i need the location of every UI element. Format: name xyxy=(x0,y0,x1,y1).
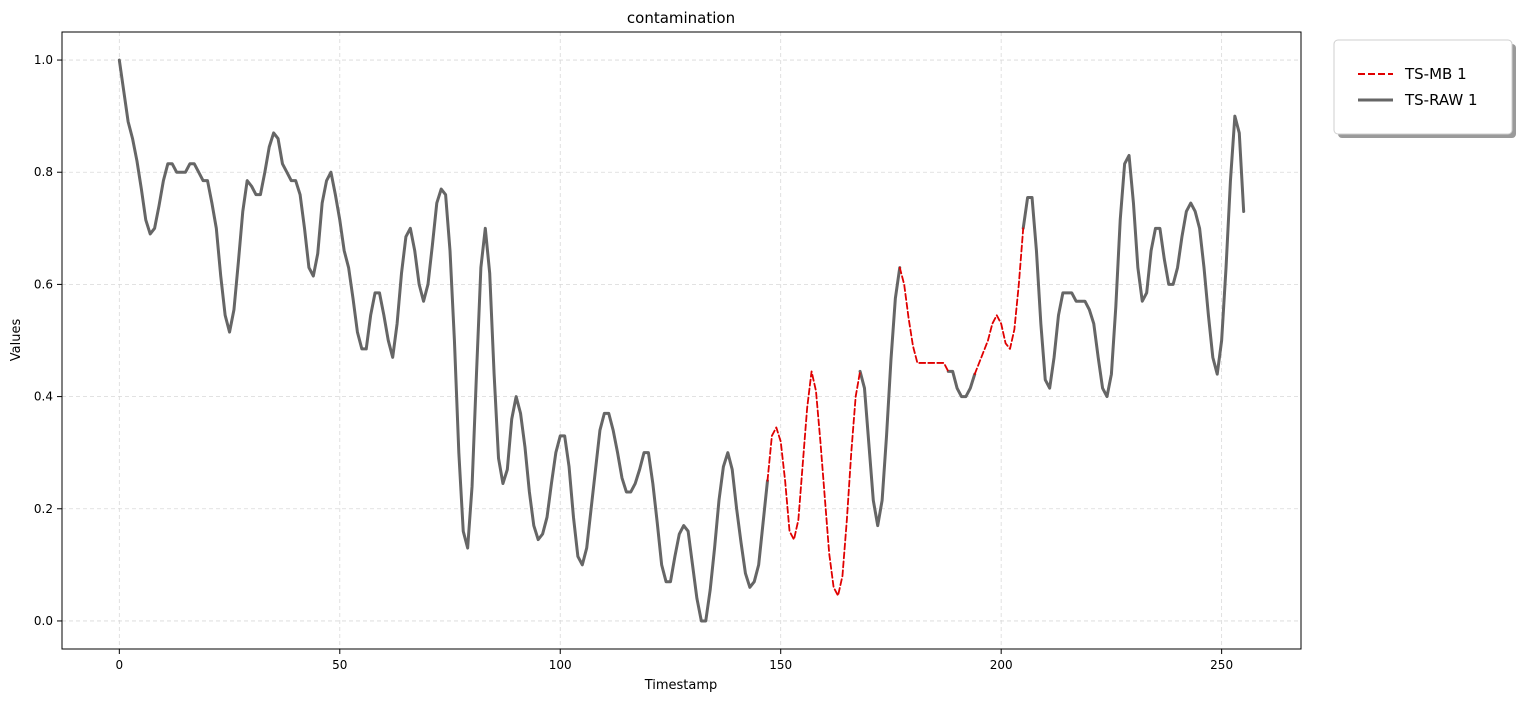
x-tick-label: 0 xyxy=(115,658,123,672)
x-tick-label: 200 xyxy=(990,658,1013,672)
legend-box xyxy=(1333,39,1513,135)
y-axis-label: Values xyxy=(9,319,24,362)
series-lines xyxy=(117,58,1246,623)
x-tick-label: 150 xyxy=(769,658,792,672)
x-axis-label: Timestamp xyxy=(644,678,718,693)
y-tick-label: 1.0 xyxy=(34,53,53,67)
grid xyxy=(62,32,1301,649)
legend-label-ts-mb-1: TS-MB 1 xyxy=(1404,65,1467,83)
series-line-ts-mb-1 xyxy=(973,227,1025,376)
series-line-ts-raw-1 xyxy=(858,266,902,528)
y-tick-label: 0.2 xyxy=(34,502,53,516)
series-line-ts-raw-1 xyxy=(117,58,769,623)
y-axis-ticks: 0.0 0.2 0.4 0.6 0.8 1.0 xyxy=(34,53,62,628)
plot-frame xyxy=(61,31,1302,650)
series-line-ts-mb-1 xyxy=(766,370,861,597)
y-tick-label: 0.0 xyxy=(34,614,53,628)
legend: TS-MB 1 TS-RAW 1 xyxy=(1333,39,1516,138)
series-line-ts-raw-1 xyxy=(1021,114,1246,399)
x-tick-label: 100 xyxy=(549,658,572,672)
chart-title: contamination xyxy=(627,9,735,27)
series-line-ts-mb-1 xyxy=(898,266,950,373)
y-tick-label: 0.6 xyxy=(34,277,53,291)
x-tick-label: 50 xyxy=(332,658,347,672)
x-tick-label: 250 xyxy=(1210,658,1233,672)
y-tick-label: 0.4 xyxy=(34,390,53,404)
y-tick-label: 0.8 xyxy=(34,165,53,179)
series-line-ts-raw-1 xyxy=(946,369,977,399)
legend-label-ts-raw-1: TS-RAW 1 xyxy=(1404,91,1478,109)
x-axis-ticks: 0 50 100 150 200 250 xyxy=(115,649,1233,672)
